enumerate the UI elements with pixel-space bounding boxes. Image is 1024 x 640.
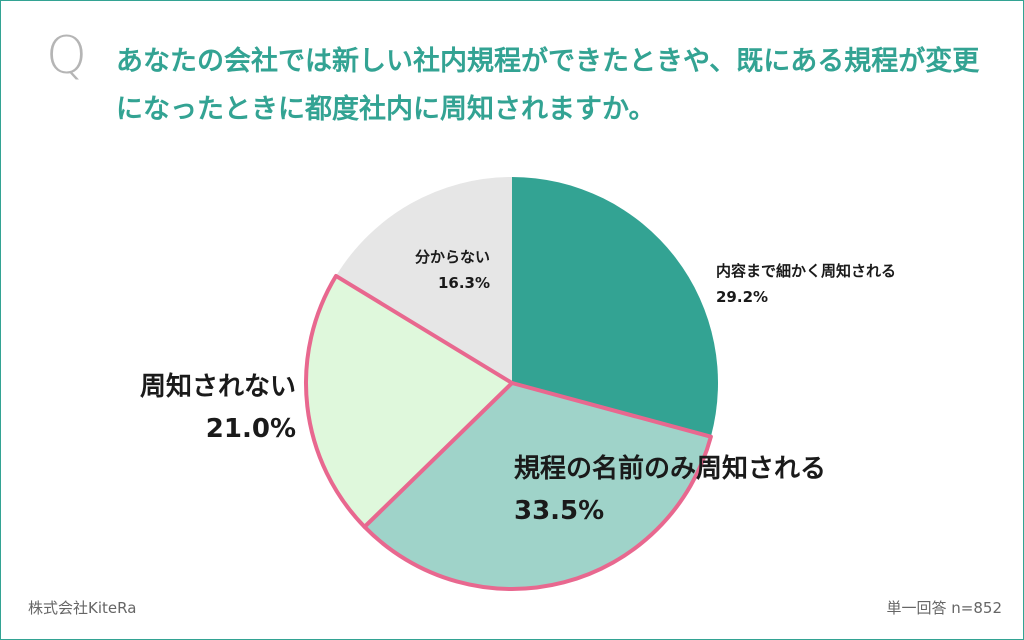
pie-slice-1 [362, 381, 713, 591]
sample-size: 単一回答 n=852 [886, 599, 1002, 617]
company-name: 株式会社KiteRa [28, 599, 137, 617]
slice-value-detailed: 29.2% [716, 288, 769, 306]
slice-value-not-notified: 21.0% [205, 414, 296, 444]
pie-slice-0 [512, 177, 719, 437]
label-unknown: 分からない 16.3% [364, 244, 490, 296]
slice-name-unknown: 分からない [414, 248, 490, 266]
slice-name-name-only: 規程の名前のみ周知される [514, 454, 827, 484]
question-mark: Q [46, 26, 87, 86]
pie-slice-2 [304, 273, 514, 529]
label-detailed: 内容まで細かく周知される 29.2% [716, 258, 896, 310]
slice-name-not-notified: 周知されない [139, 372, 296, 402]
label-not-notified: 周知されない 21.0% [106, 366, 296, 450]
pie-slice-3 [336, 177, 512, 383]
label-name-only: 規程の名前のみ周知される 33.5% [514, 448, 826, 532]
slice-value-unknown: 16.3% [437, 274, 490, 292]
question-text: あなたの会社では新しい社内規程ができたときや、既にある規程が変更になったときに都… [116, 46, 980, 125]
slice-value-name-only: 33.5% [514, 496, 605, 526]
slice-name-detailed: 内容まで細かく周知される [716, 262, 897, 280]
